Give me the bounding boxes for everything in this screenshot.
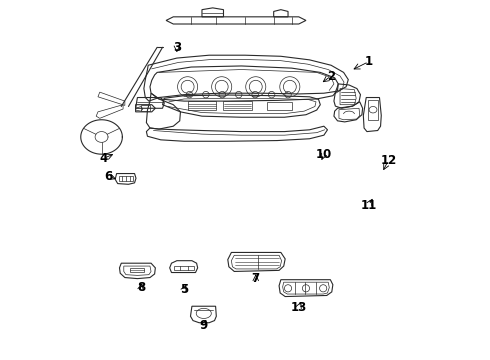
Text: 13: 13 xyxy=(291,301,307,314)
Text: 9: 9 xyxy=(199,319,208,332)
Text: 6: 6 xyxy=(104,170,113,183)
Text: 2: 2 xyxy=(327,69,335,82)
Text: 5: 5 xyxy=(180,283,188,296)
Text: 10: 10 xyxy=(316,148,332,161)
Text: 4: 4 xyxy=(99,152,107,165)
Text: 7: 7 xyxy=(252,272,260,285)
Text: 11: 11 xyxy=(361,199,377,212)
Text: 3: 3 xyxy=(173,41,181,54)
Text: 12: 12 xyxy=(380,154,396,167)
Text: 8: 8 xyxy=(137,281,145,294)
Text: 1: 1 xyxy=(365,55,373,68)
